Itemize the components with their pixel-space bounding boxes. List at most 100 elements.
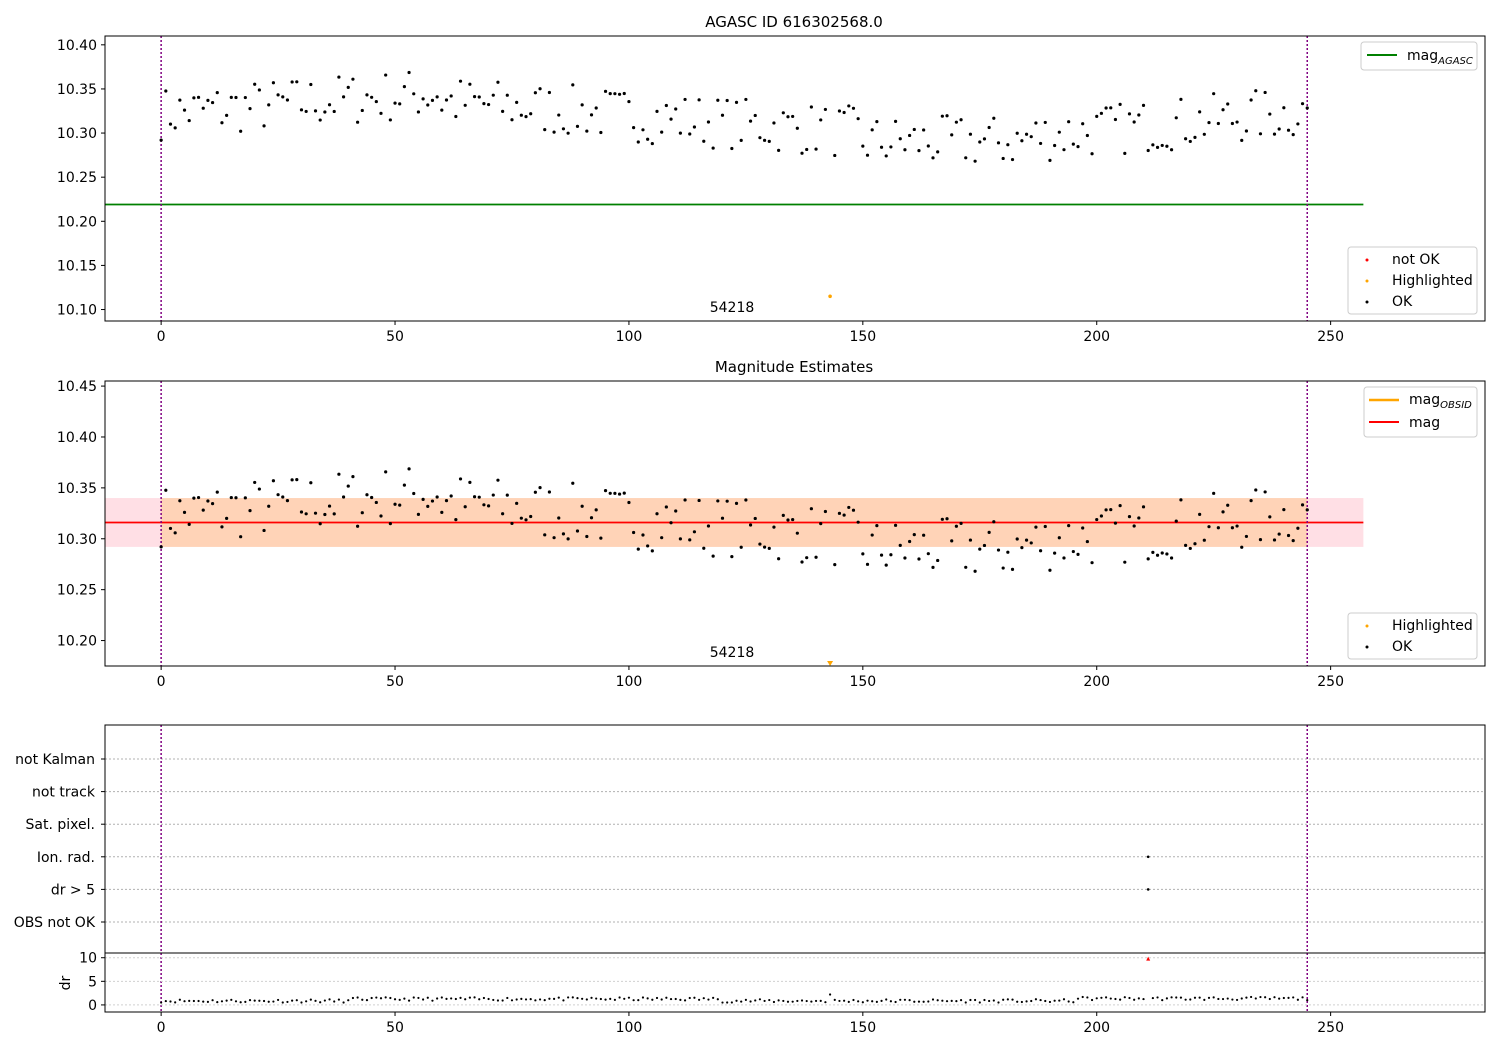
ok-point bbox=[463, 505, 467, 509]
flag-label-0: not Kalman bbox=[15, 752, 95, 768]
ok-point bbox=[861, 552, 865, 556]
ok-point bbox=[1240, 138, 1244, 143]
legend2-highlighted-marker bbox=[1365, 624, 1369, 628]
ok-point bbox=[374, 99, 378, 104]
dr-point bbox=[908, 999, 911, 1002]
dr-point bbox=[669, 997, 673, 1001]
ok-point bbox=[529, 112, 533, 116]
agasc-xtick-label-150: 150 bbox=[849, 329, 876, 345]
ok-point bbox=[739, 545, 743, 549]
dr-point bbox=[473, 996, 476, 999]
ok-point bbox=[454, 518, 458, 522]
ok-point bbox=[529, 514, 533, 519]
ok-point bbox=[1193, 135, 1197, 139]
ok-point bbox=[805, 147, 809, 152]
ok-point bbox=[893, 523, 898, 527]
ok-point bbox=[482, 102, 486, 106]
ok-point bbox=[1071, 142, 1075, 146]
dr-point bbox=[880, 999, 883, 1002]
dr-ytick-label-10: 10 bbox=[79, 951, 97, 967]
ok-point bbox=[720, 516, 725, 520]
ok-point bbox=[1291, 539, 1295, 543]
ok-point bbox=[1244, 534, 1249, 539]
ok-point bbox=[585, 534, 589, 539]
legend2-ok-marker bbox=[1365, 645, 1369, 649]
ok-point bbox=[1188, 546, 1192, 551]
ok-point bbox=[215, 490, 219, 494]
ok-point bbox=[1062, 148, 1066, 152]
dr-point bbox=[702, 997, 705, 1000]
dr-point bbox=[1016, 1000, 1019, 1003]
ok-point bbox=[1010, 567, 1015, 571]
dr-point bbox=[356, 996, 359, 999]
dr-point bbox=[576, 997, 579, 1000]
agasc-xtick-label-100: 100 bbox=[616, 329, 643, 345]
dr-ytick-label-5: 5 bbox=[88, 974, 97, 990]
ok-point bbox=[599, 536, 603, 540]
dr-point bbox=[1170, 996, 1173, 999]
dr-point bbox=[1006, 998, 1009, 1001]
agasc-ytick-label-0: 10.10 bbox=[57, 303, 97, 319]
ok-point bbox=[922, 128, 926, 132]
flag-point bbox=[1146, 888, 1150, 891]
dr-point bbox=[833, 998, 836, 1001]
ok-point bbox=[318, 118, 322, 122]
ok-point bbox=[327, 103, 332, 107]
ok-point bbox=[1127, 112, 1132, 116]
ok-point bbox=[557, 516, 561, 520]
ok-point bbox=[1001, 156, 1005, 161]
flag-point bbox=[1146, 855, 1150, 859]
ok-point bbox=[412, 491, 416, 496]
ok-point bbox=[1179, 97, 1183, 101]
ok-point bbox=[421, 497, 425, 501]
ok-point bbox=[496, 478, 500, 482]
ok-point bbox=[720, 113, 725, 117]
dr-point bbox=[1240, 997, 1243, 1000]
dr-point bbox=[1306, 999, 1309, 1002]
ok-point bbox=[1109, 106, 1113, 110]
legend-mag-label: mag bbox=[1409, 415, 1440, 431]
ok-point bbox=[313, 109, 318, 113]
dr-point bbox=[211, 999, 214, 1002]
ok-point bbox=[950, 539, 954, 543]
dr-point bbox=[300, 1001, 303, 1004]
ok-point bbox=[968, 538, 973, 542]
ok-point bbox=[491, 93, 495, 97]
dr-point bbox=[1123, 996, 1126, 999]
mag-xtick-label-0: 0 bbox=[157, 674, 166, 690]
ok-point bbox=[762, 545, 767, 549]
ok-point bbox=[706, 120, 711, 124]
dr-point bbox=[1039, 998, 1042, 1002]
dr-point bbox=[861, 1001, 864, 1004]
dr-point bbox=[1287, 996, 1290, 999]
ok-point bbox=[262, 124, 266, 128]
ok-point bbox=[271, 479, 276, 483]
ok-point bbox=[1137, 113, 1141, 117]
dr-point bbox=[1235, 998, 1239, 1002]
ok-point bbox=[1090, 152, 1094, 156]
dr-point bbox=[192, 999, 195, 1003]
ok-point bbox=[683, 498, 687, 502]
ok-point bbox=[552, 536, 556, 540]
dr-point bbox=[637, 999, 640, 1002]
ok-point bbox=[856, 520, 860, 524]
dr-point bbox=[1231, 998, 1234, 1001]
magnitude-annotation: 54218 bbox=[710, 645, 755, 661]
ok-point bbox=[1095, 114, 1099, 119]
dr-point bbox=[328, 998, 331, 1001]
dr-point bbox=[1076, 997, 1080, 1000]
dr-point bbox=[866, 999, 869, 1002]
ok-point bbox=[164, 488, 168, 492]
dr-point bbox=[740, 1000, 743, 1003]
dr-point bbox=[403, 997, 406, 1000]
ok-point bbox=[987, 125, 991, 130]
ok-point bbox=[1221, 108, 1225, 112]
ok-point bbox=[1113, 117, 1118, 122]
ok-point bbox=[678, 131, 682, 135]
dr-point bbox=[1072, 1001, 1075, 1004]
ok-point bbox=[959, 118, 963, 122]
ok-point bbox=[1071, 549, 1075, 554]
ok-point bbox=[1043, 120, 1047, 125]
dr-point bbox=[931, 998, 935, 1001]
